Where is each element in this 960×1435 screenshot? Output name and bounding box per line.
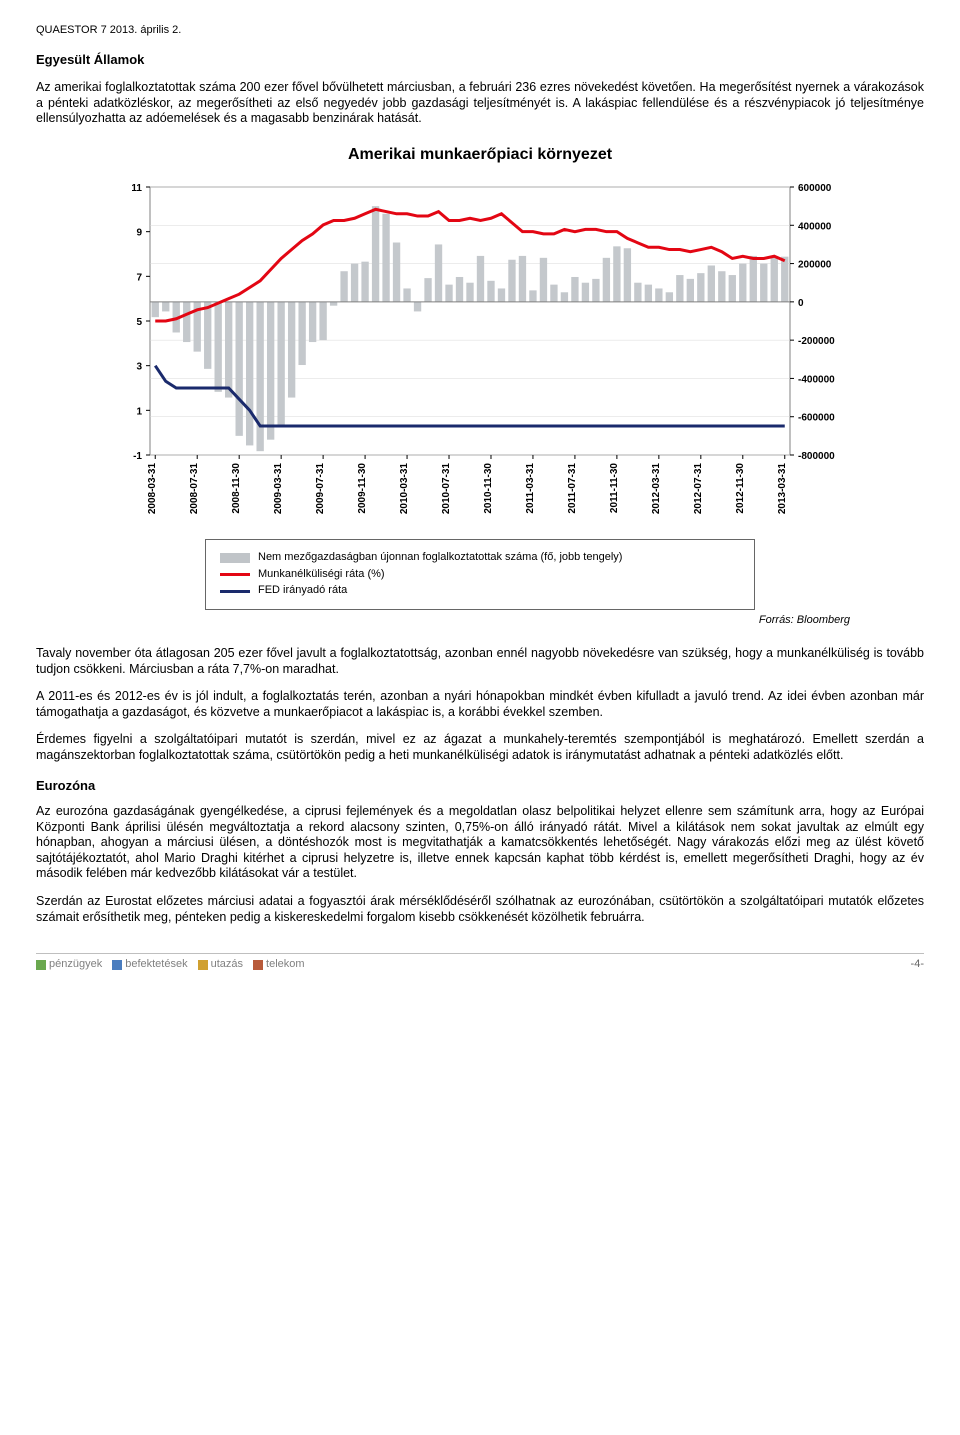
svg-text:2008-11-30: 2008-11-30 bbox=[231, 462, 242, 513]
svg-text:200000: 200000 bbox=[798, 259, 832, 270]
svg-text:2009-11-30: 2009-11-30 bbox=[357, 462, 368, 513]
doc-header: QUAESTOR 7 2013. április 2. bbox=[36, 24, 924, 38]
svg-text:2008-03-31: 2008-03-31 bbox=[147, 462, 158, 514]
svg-text:-400000: -400000 bbox=[798, 374, 835, 385]
svg-text:5: 5 bbox=[136, 317, 142, 328]
svg-text:2011-03-31: 2011-03-31 bbox=[525, 462, 536, 513]
svg-text:400000: 400000 bbox=[798, 221, 832, 232]
chart-canvas: -1 1 3 5 7 9 11 -800000 -600000 -400000 -200000 0 20… bbox=[110, 171, 850, 531]
section-eurozone: Eurozóna bbox=[36, 778, 924, 794]
footer-sections: pénzügyek befektetések utazás telekom bbox=[36, 958, 315, 972]
svg-text:2010-07-31: 2010-07-31 bbox=[441, 462, 452, 514]
svg-text:2012-07-31: 2012-07-31 bbox=[693, 462, 704, 514]
para-6: Szerdán az Eurostat előzetes márciusi ad… bbox=[36, 894, 924, 925]
svg-text:2011-11-30: 2011-11-30 bbox=[609, 462, 620, 512]
chart-legend: Nem mezőgazdaságban újonnan foglalkoztat… bbox=[205, 539, 755, 610]
svg-text:-200000: -200000 bbox=[798, 336, 835, 347]
svg-text:2010-11-30: 2010-11-30 bbox=[483, 462, 494, 513]
legend-label-red: Munkanélküliségi ráta (%) bbox=[258, 568, 385, 582]
svg-text:9: 9 bbox=[136, 228, 142, 239]
para-1: Az amerikai foglalkoztatottak száma 200 … bbox=[36, 80, 924, 127]
footer-section: telekom bbox=[253, 958, 305, 972]
page-number: -4- bbox=[911, 958, 924, 972]
svg-text:-600000: -600000 bbox=[798, 413, 835, 424]
para-5: Az eurozóna gazdaságának gyengélkedése, … bbox=[36, 804, 924, 882]
svg-text:2010-03-31: 2010-03-31 bbox=[399, 462, 410, 514]
footer-section: befektetések bbox=[112, 958, 187, 972]
labor-market-chart: Amerikai munkaerőpiaci környezet -1 1 3 5 7 9… bbox=[110, 145, 850, 628]
para-4: Érdemes figyelni a szolgáltatóipari muta… bbox=[36, 732, 924, 763]
svg-text:2009-07-31: 2009-07-31 bbox=[315, 462, 326, 514]
chart-source: Forrás: Bloomberg bbox=[110, 614, 850, 628]
svg-text:11: 11 bbox=[131, 183, 142, 194]
footer-section: pénzügyek bbox=[36, 958, 102, 972]
footer-section: utazás bbox=[198, 958, 243, 972]
svg-text:2013-03-31: 2013-03-31 bbox=[777, 462, 788, 514]
page-footer: pénzügyek befektetések utazás telekom -4- bbox=[36, 953, 924, 972]
legend-label-blue: FED irányadó ráta bbox=[258, 584, 347, 598]
svg-text:600000: 600000 bbox=[798, 183, 832, 194]
svg-text:2008-07-31: 2008-07-31 bbox=[189, 462, 200, 514]
para-2: Tavaly november óta átlagosan 205 ezer f… bbox=[36, 646, 924, 677]
svg-text:2009-03-31: 2009-03-31 bbox=[273, 462, 284, 514]
legend-row-blue: FED irányadó ráta bbox=[220, 584, 740, 598]
para-3: A 2011-es és 2012-es év is jól indult, a… bbox=[36, 689, 924, 720]
svg-text:2012-03-31: 2012-03-31 bbox=[651, 462, 662, 514]
legend-swatch-red bbox=[220, 573, 250, 576]
legend-row-red: Munkanélküliségi ráta (%) bbox=[220, 568, 740, 582]
legend-label-bars: Nem mezőgazdaságban újonnan foglalkoztat… bbox=[258, 551, 622, 565]
svg-text:-1: -1 bbox=[133, 451, 142, 462]
legend-row-bars: Nem mezőgazdaságban újonnan foglalkoztat… bbox=[220, 551, 740, 565]
doc-title: Egyesült Államok bbox=[36, 52, 924, 68]
svg-text:1: 1 bbox=[136, 406, 142, 417]
svg-text:3: 3 bbox=[136, 362, 142, 373]
legend-swatch-bar bbox=[220, 553, 250, 563]
legend-swatch-blue bbox=[220, 590, 250, 593]
chart-title: Amerikai munkaerőpiaci környezet bbox=[110, 145, 850, 165]
svg-text:0: 0 bbox=[798, 298, 804, 309]
svg-text:-800000: -800000 bbox=[798, 451, 835, 462]
svg-text:2011-07-31: 2011-07-31 bbox=[567, 462, 578, 513]
svg-text:7: 7 bbox=[136, 272, 142, 283]
svg-text:2012-11-30: 2012-11-30 bbox=[735, 462, 746, 513]
